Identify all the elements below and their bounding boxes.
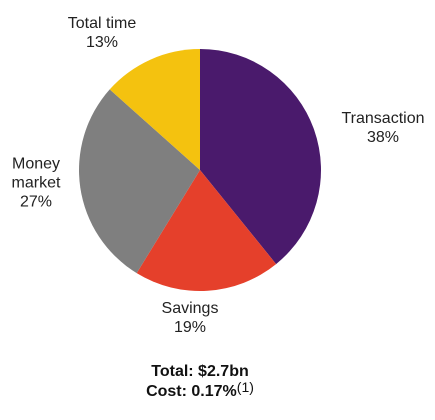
footer: Total: $2.7bn Cost: 0.17%(1) xyxy=(0,362,400,402)
value-label: 38% xyxy=(366,129,400,146)
category-label: Money market xyxy=(11,155,61,192)
category-label: Total time xyxy=(67,15,137,32)
note: (1) xyxy=(236,379,254,395)
slice-label: Savings 19% xyxy=(135,299,245,337)
slice-label: Total time 13% xyxy=(47,14,157,52)
category-label: Transaction xyxy=(341,110,425,127)
pie-slice xyxy=(200,49,321,265)
category-label: Savings xyxy=(161,300,219,317)
value-label: 13% xyxy=(85,34,119,51)
pie-slice xyxy=(78,89,200,274)
slice-label: Money market 27% xyxy=(1,155,71,212)
value-label: 19% xyxy=(173,319,207,336)
pie-slice xyxy=(136,170,277,291)
slice-label: Transaction 38% xyxy=(328,109,435,147)
cost-line: Cost: 0.17%(1) xyxy=(0,379,400,402)
cost: Cost: 0.17% xyxy=(146,383,237,400)
pie-slice xyxy=(109,49,200,170)
total: Total: $2.7bn xyxy=(151,363,249,380)
value-label: 27% xyxy=(19,193,53,211)
